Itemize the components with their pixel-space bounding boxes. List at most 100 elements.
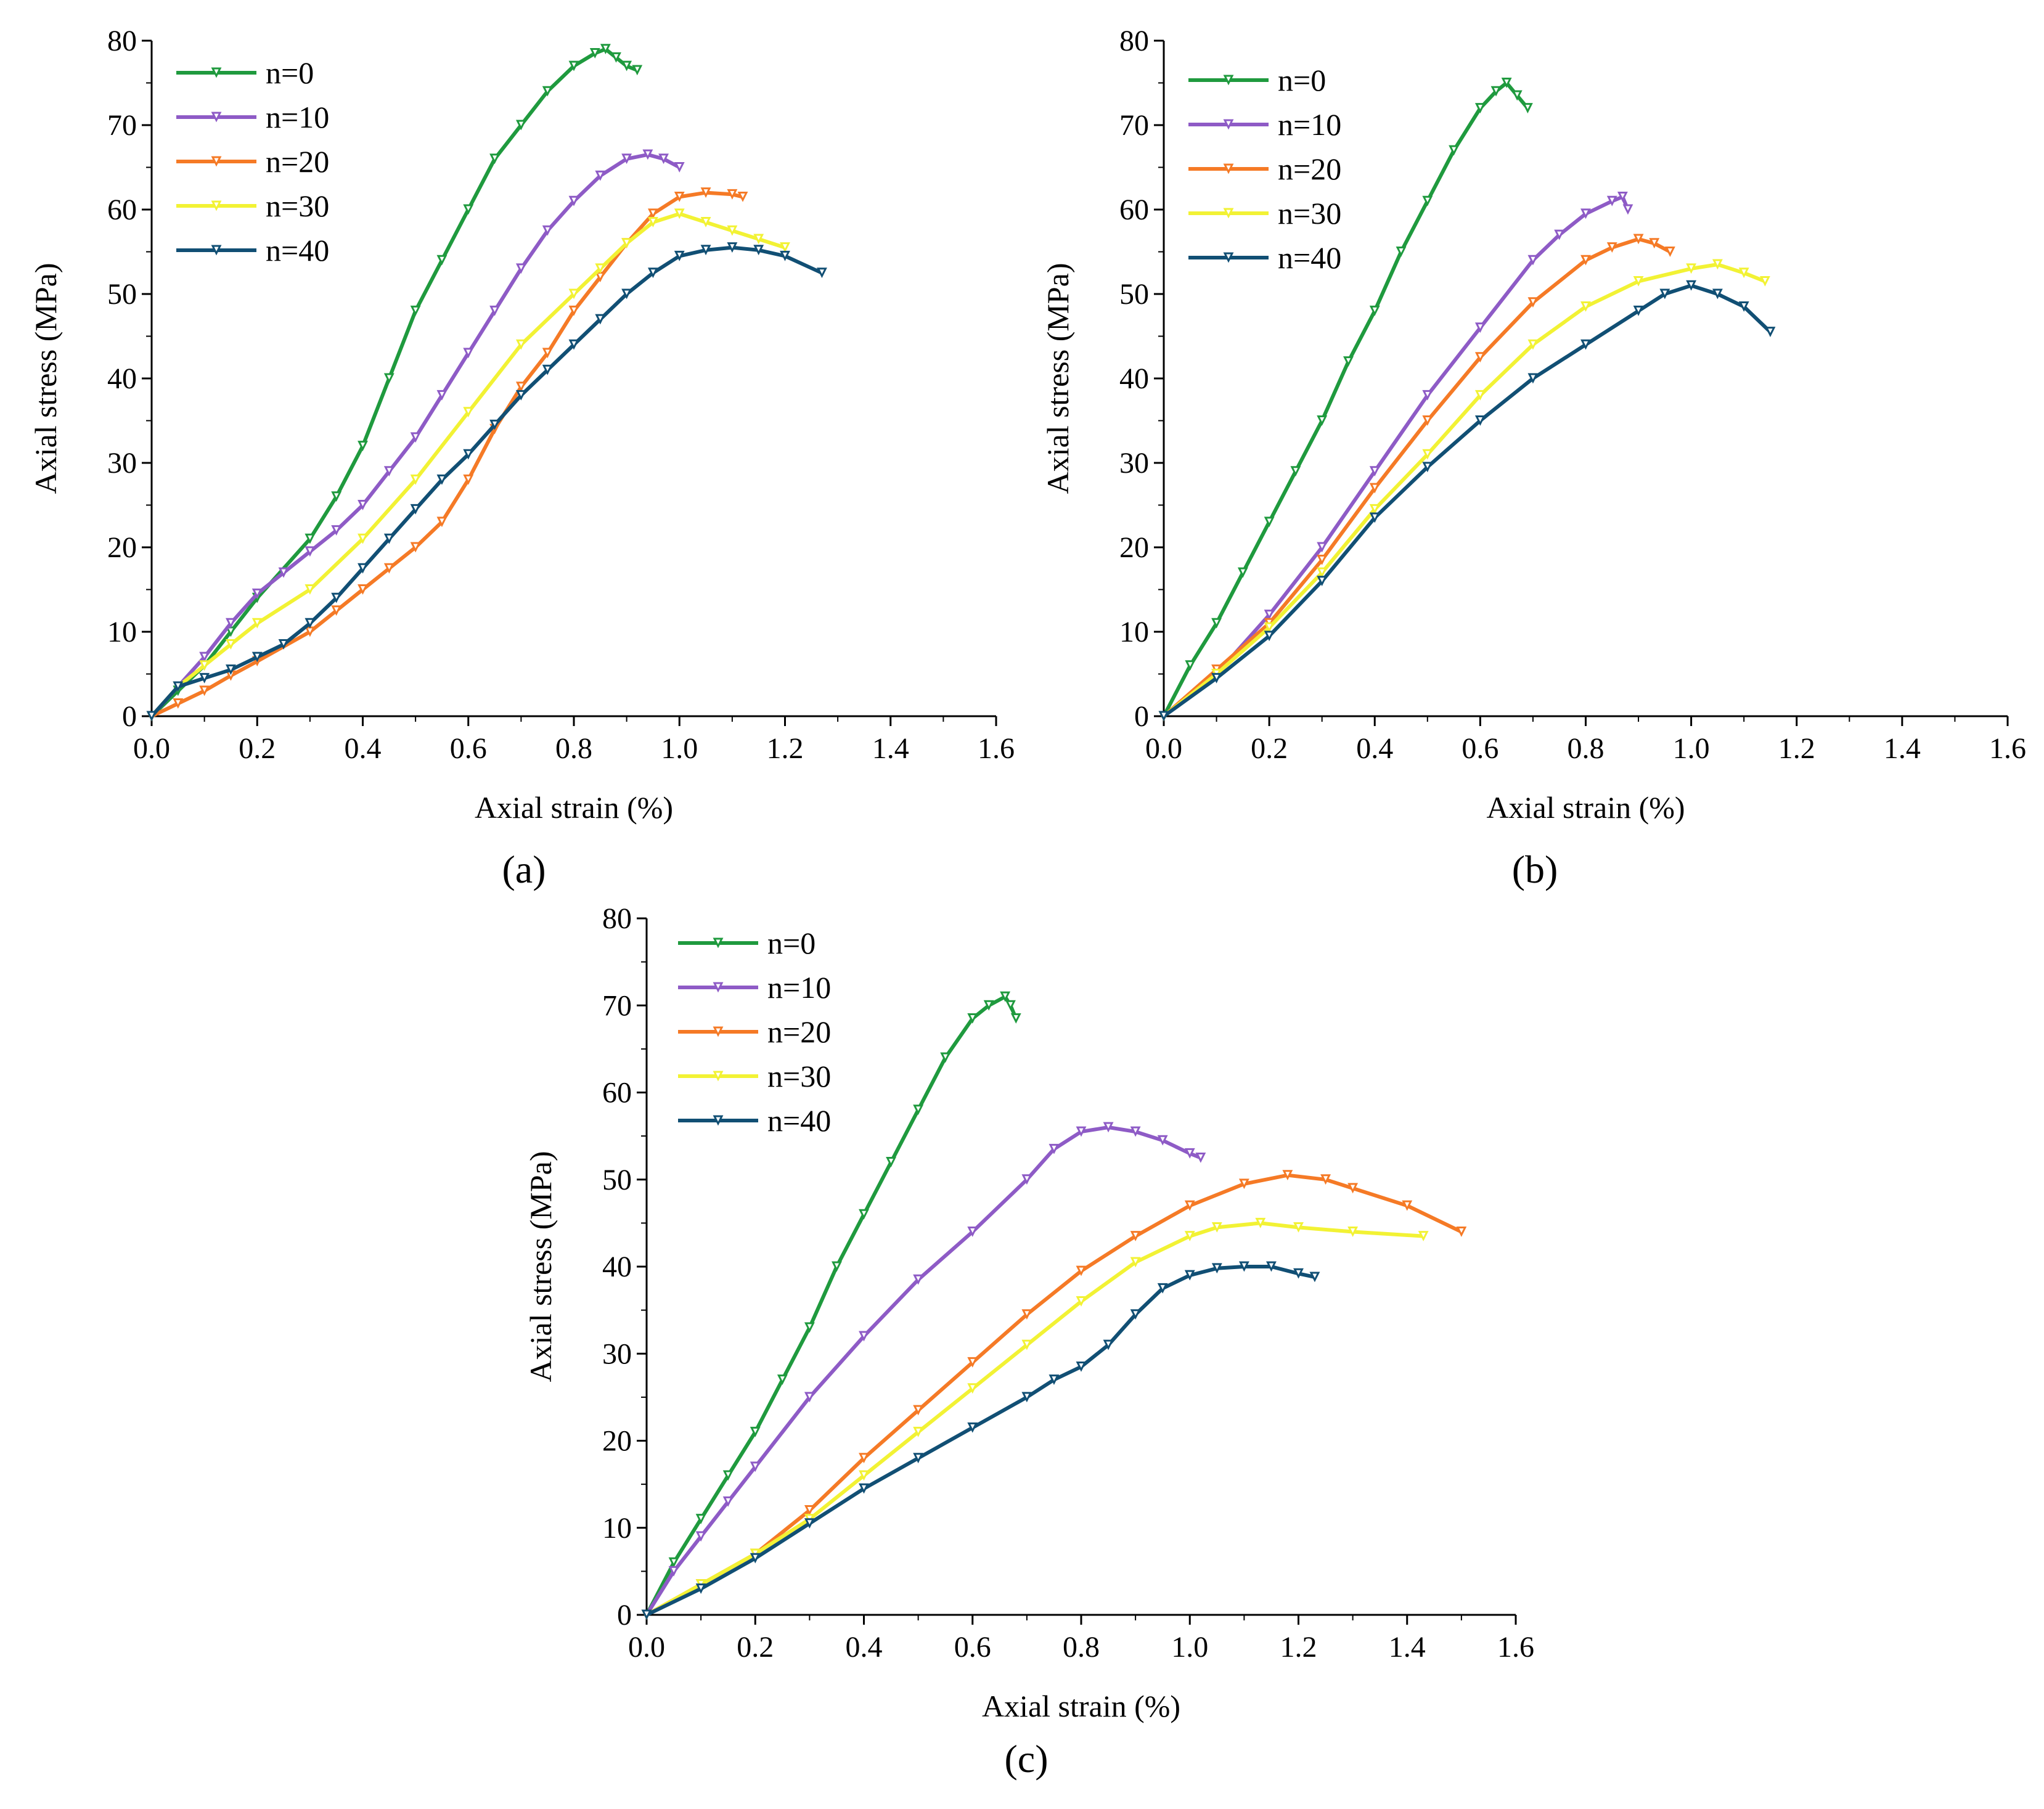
data-point: [1617, 191, 1628, 202]
data-point: [777, 1374, 788, 1385]
data-point: [226, 664, 236, 676]
data-point: [436, 390, 448, 401]
chart-panel-c: 0.0 0.2 0.4 0.6 0.8 1.0 1.2 1.4 1.6 0 10 20 30 40 50 60…: [523, 902, 1534, 1723]
data-point: [1076, 1265, 1087, 1276]
data-point: [199, 672, 210, 684]
data-point: [1130, 1309, 1141, 1320]
data-point: [436, 517, 448, 528]
legend-item: n=30: [678, 1059, 831, 1093]
data-point: [1527, 297, 1539, 308]
legend-item: n=40: [678, 1103, 831, 1138]
legend-marker: [713, 937, 724, 949]
x-tick-label: 0.6: [1461, 732, 1498, 765]
data-point: [1659, 288, 1670, 300]
data-point: [1211, 672, 1222, 684]
data-point: [859, 1453, 869, 1464]
data-point: [568, 60, 579, 71]
data-point: [1402, 1200, 1413, 1211]
x-tick-label: 0.2: [1251, 732, 1288, 765]
data-point: [1211, 1222, 1222, 1233]
data-point: [1264, 622, 1275, 633]
data-point: [648, 208, 658, 219]
y-tick-label: 30: [107, 447, 137, 480]
data-point: [251, 618, 263, 629]
data-point: [278, 567, 289, 578]
y-tick-label: 30: [602, 1337, 632, 1370]
data-point: [1474, 322, 1486, 333]
legend-item: n=10: [176, 100, 329, 134]
data-point: [648, 267, 658, 279]
data-point: [199, 660, 210, 671]
data-point: [568, 195, 579, 206]
data-point: [1474, 103, 1486, 113]
data-point: [358, 584, 368, 595]
data-point: [1317, 415, 1328, 426]
series-n-10: [1158, 191, 1633, 722]
legend: n=0 n=10 n=20 n=30 n=40: [176, 55, 329, 267]
data-point: [1456, 1227, 1467, 1237]
legend-marker: [211, 245, 222, 256]
data-point: [967, 1227, 978, 1237]
data-point: [1554, 229, 1565, 240]
data-point: [1422, 462, 1433, 473]
data-point: [515, 120, 526, 131]
y-tick-label: 50: [602, 1164, 632, 1196]
data-point: [674, 250, 685, 261]
data-point: [1606, 242, 1617, 253]
data-point: [489, 419, 500, 430]
x-axis-title: Axial strain (%): [475, 790, 673, 825]
data-point: [753, 234, 764, 245]
data-point: [1686, 280, 1697, 291]
data-point: [1317, 555, 1328, 565]
data-point: [489, 305, 500, 316]
legend-label: n=30: [767, 1059, 831, 1093]
data-point: [859, 1470, 869, 1481]
data-point: [383, 563, 394, 574]
legend-item: n=0: [1188, 63, 1326, 97]
data-point: [305, 618, 316, 629]
data-point: [1664, 247, 1675, 257]
data-point: [1369, 512, 1380, 523]
data-point: [226, 639, 236, 650]
legend-marker: [713, 1115, 724, 1126]
data-point: [967, 1013, 978, 1024]
y-tick-label: 0: [1134, 700, 1149, 733]
legend-marker: [1223, 119, 1234, 130]
data-point: [1738, 301, 1749, 312]
data-point: [436, 474, 448, 485]
panel-label-c: (c): [1004, 1737, 1048, 1781]
data-point: [1343, 356, 1354, 367]
data-point: [804, 1392, 815, 1403]
data-point: [589, 48, 600, 59]
data-point: [780, 242, 790, 253]
data-point: [410, 504, 421, 515]
data-point: [1422, 390, 1433, 401]
data-point: [668, 1557, 679, 1568]
data-point: [642, 149, 653, 160]
data-point: [750, 1426, 761, 1437]
legend-marker: [1223, 163, 1234, 174]
data-point: [305, 533, 316, 544]
legend-label: n=40: [1278, 240, 1341, 275]
data-point: [331, 605, 342, 616]
data-point: [674, 162, 685, 173]
data-point: [1490, 86, 1502, 97]
x-tick-label: 1.0: [1171, 1631, 1208, 1664]
data-point: [1238, 1261, 1249, 1272]
data-point: [410, 305, 421, 316]
panel-label-a: (a): [502, 847, 546, 891]
data-point: [173, 698, 184, 709]
data-point: [595, 263, 606, 274]
data-point: [1317, 567, 1328, 578]
data-point: [832, 1261, 842, 1272]
legend-marker: [1223, 208, 1234, 219]
x-tick-label: 0.8: [1568, 732, 1605, 765]
data-point: [967, 1422, 978, 1433]
data-point: [1000, 991, 1011, 1002]
data-point: [1237, 567, 1248, 578]
data-point: [1317, 542, 1328, 553]
data-point: [1580, 208, 1591, 219]
data-point: [1527, 339, 1539, 350]
